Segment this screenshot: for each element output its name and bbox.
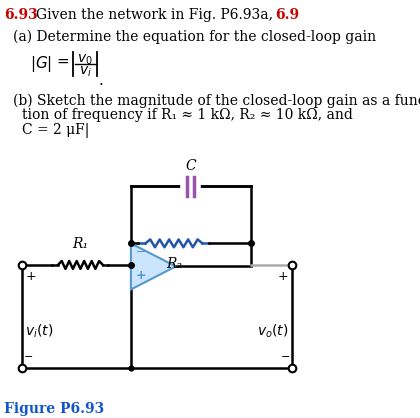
Text: tion of frequency if R₁ ≈ 1 kΩ, R₂ ≈ 10 kΩ, and: tion of frequency if R₁ ≈ 1 kΩ, R₂ ≈ 10 … <box>22 108 353 122</box>
Text: Figure P6.93: Figure P6.93 <box>4 402 104 416</box>
Text: Given the network in Fig. P6.93a,: Given the network in Fig. P6.93a, <box>36 8 273 22</box>
Text: 6.9: 6.9 <box>275 8 299 22</box>
Text: (b) Sketch the magnitude of the closed-loop gain as a func-: (b) Sketch the magnitude of the closed-l… <box>13 93 420 107</box>
Text: +: + <box>26 270 36 283</box>
Text: C: C <box>186 159 196 173</box>
Text: $v_i(t)$: $v_i(t)$ <box>26 322 54 340</box>
Text: R₂: R₂ <box>166 257 182 271</box>
Text: 6.93: 6.93 <box>4 8 37 22</box>
Polygon shape <box>131 243 176 290</box>
Text: C = 2 μF|: C = 2 μF| <box>22 122 90 138</box>
Text: $=$: $=$ <box>54 54 70 68</box>
Text: .: . <box>99 74 103 88</box>
Text: +: + <box>278 270 289 283</box>
Text: $v_i$: $v_i$ <box>79 65 92 79</box>
Text: −: − <box>24 352 33 362</box>
Text: R₁: R₁ <box>72 237 89 251</box>
Text: −: − <box>135 246 146 259</box>
Text: $v_o(t)$: $v_o(t)$ <box>257 322 289 340</box>
Text: $v_0$: $v_0$ <box>77 53 93 67</box>
Text: +: + <box>135 269 146 282</box>
Text: −: − <box>281 352 290 362</box>
Text: (a) Determine the equation for the closed-loop gain: (a) Determine the equation for the close… <box>13 29 377 44</box>
Text: $|G|$: $|G|$ <box>30 54 52 74</box>
